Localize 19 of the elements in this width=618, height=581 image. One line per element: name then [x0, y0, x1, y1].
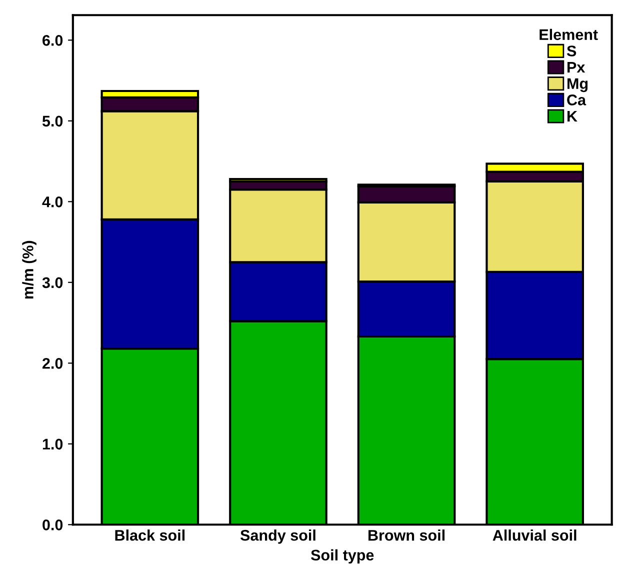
y-tick-label: 0.0	[42, 520, 63, 530]
y-tick-label: 6.0	[42, 35, 63, 46]
legend-title: Element	[540, 28, 598, 40]
legend-label: S	[566, 46, 576, 56]
x-tick-label: Black soil	[115, 530, 184, 541]
y-tick-label: 4.0	[42, 196, 63, 208]
y-tick-label: 1.0	[42, 438, 63, 450]
y-axis-title: m/m (%)	[22, 240, 36, 299]
legend-label: Px	[568, 62, 586, 73]
x-tick-label: Alluvial soil	[492, 530, 576, 541]
y-tick-label: 2.0	[42, 358, 63, 369]
legend-label: Ca	[567, 94, 586, 106]
y-tick-label: 5.0	[42, 116, 63, 127]
y-tick-label: 3.0	[42, 277, 63, 288]
x-tick-label: Sandy soil	[240, 530, 316, 544]
legend-label: K	[568, 111, 578, 122]
x-axis-title: Soil type	[310, 549, 374, 564]
legend-label: Mg	[568, 78, 588, 92]
x-tick-label: Brown soil	[368, 530, 444, 541]
